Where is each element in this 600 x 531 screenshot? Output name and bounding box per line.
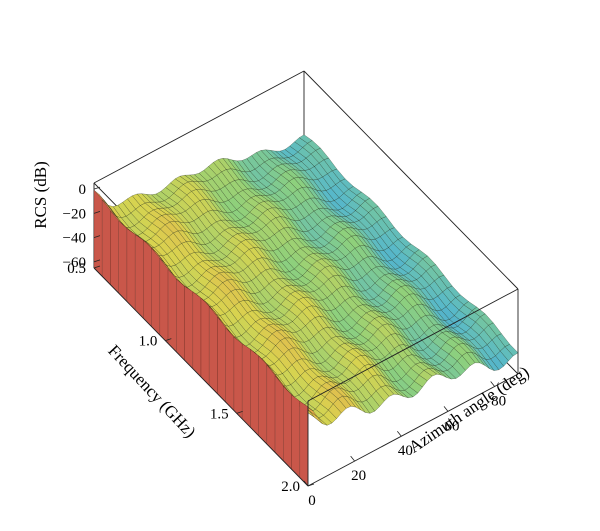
x-tick-mark <box>350 455 355 462</box>
y-tick-mark <box>93 265 101 269</box>
x-tick-mark <box>490 381 495 387</box>
z-tick-mark <box>93 210 101 214</box>
surface-wall-facet <box>159 257 169 344</box>
surface-wall-facet <box>110 210 119 294</box>
z-axis-label: RCS (dB) <box>31 161 50 229</box>
y-tick-mark <box>307 483 315 487</box>
box-edge <box>307 288 519 402</box>
surface-wall-facet <box>291 394 300 479</box>
surface-wall-facet <box>266 364 276 453</box>
surface-wall-facet <box>208 305 218 395</box>
surface-wall-facet <box>101 199 111 286</box>
y-tick-label: 2.0 <box>281 479 300 495</box>
box-edge <box>307 373 519 487</box>
z-tick-label: −20 <box>63 206 86 222</box>
surface-wall-facet <box>143 239 152 328</box>
surface-wall-facet <box>241 343 251 428</box>
y-tick-label: 0.5 <box>67 261 86 277</box>
axis-ticks: 0 −20 −40 −600.5 1.0 1.5 2.0 0 20 40 60 80 <box>63 182 507 509</box>
x-tick-label: 0 <box>308 493 316 509</box>
surface-wall-facet <box>225 327 235 411</box>
z-tick-mark <box>93 259 101 263</box>
y-tick-mark <box>236 410 243 414</box>
x-tick-mark <box>303 480 309 487</box>
y-tick-label: 1.0 <box>139 334 158 350</box>
z-tick-label: 0 <box>79 182 87 198</box>
surface-wall-facet <box>283 385 292 470</box>
rcs-surface <box>93 134 519 487</box>
y-tick-mark <box>165 338 172 342</box>
bounding-box-front <box>93 267 519 487</box>
surface-wall-facet <box>233 336 243 420</box>
surface-wall-facet <box>176 278 185 361</box>
surface-wall-facet <box>274 374 284 462</box>
box-edge <box>93 267 309 487</box>
surface-wall-facet <box>192 291 202 378</box>
surface-wall-facet <box>258 355 267 445</box>
z-tick-mark <box>93 186 101 190</box>
box-edge <box>93 70 305 184</box>
y-tick-label: 1.5 <box>210 406 229 422</box>
surface-wall-facet <box>200 297 210 386</box>
box-edge <box>303 70 519 290</box>
surface-wall-facet <box>93 189 103 277</box>
surface-wall-facet <box>151 247 161 336</box>
x-tick-label: 40 <box>398 443 413 459</box>
surface-wall-facet <box>217 316 226 403</box>
x-tick-label: 80 <box>491 393 506 409</box>
surface-wall-facet <box>118 220 128 302</box>
x-tick-label: 60 <box>445 418 460 434</box>
surface-wall-facet <box>134 234 144 319</box>
x-tick-label: 20 <box>351 468 366 484</box>
surface-wall-facet <box>126 228 136 311</box>
surface-wall-facet <box>299 400 309 487</box>
z-tick-mark <box>93 235 101 239</box>
x-tick-mark <box>397 430 402 437</box>
z-tick-label: −60 <box>63 255 86 271</box>
x-tick-mark <box>443 406 449 412</box>
surface-wall-facet <box>184 285 194 370</box>
z-tick-label: −40 <box>63 231 86 247</box>
surface-wall-facet <box>250 348 259 437</box>
